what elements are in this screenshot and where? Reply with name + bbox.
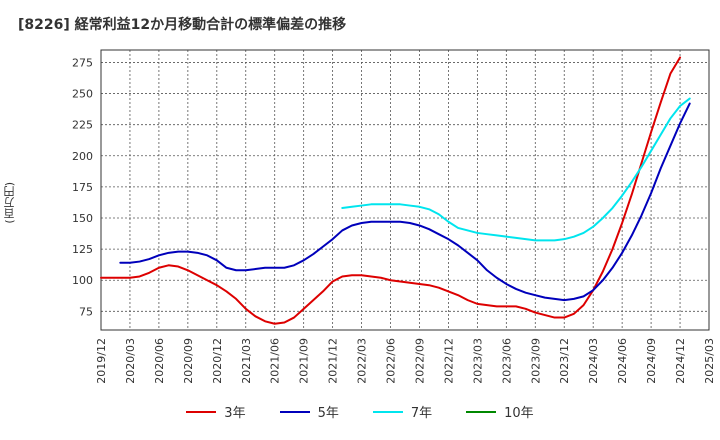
x-tick-label: 2020/03 [124, 338, 137, 384]
legend-swatch [372, 410, 403, 413]
legend-swatch [279, 410, 310, 413]
x-tick-label: 2023/03 [471, 338, 484, 384]
series-line-3年 [100, 56, 682, 325]
y-tick-label: 175 [72, 181, 93, 194]
x-tick-label: 2020/12 [211, 338, 224, 384]
x-tick-label: 2021/06 [269, 338, 282, 384]
x-tick-label: 2021/09 [298, 338, 311, 384]
x-tick-label: 2022/09 [413, 338, 426, 384]
x-tick-label: 2020/06 [153, 338, 166, 384]
x-tick-label: 2022/06 [385, 338, 398, 384]
x-tick-label: 2023/12 [558, 338, 571, 384]
legend-label: 5年 [317, 406, 339, 421]
y-tick-label: 275 [72, 56, 93, 69]
x-tick-label: 2024/12 [674, 338, 687, 384]
y-tick-label: 225 [72, 119, 93, 132]
plot-area [101, 50, 709, 330]
chart-legend: 3年 5年 7年 10年 [0, 402, 720, 421]
legend-label: 10年 [504, 406, 534, 421]
series-line-7年 [341, 97, 691, 242]
y-tick-label: 200 [72, 150, 93, 163]
y-tick-label: 150 [72, 212, 93, 225]
series-line-5年 [119, 102, 691, 302]
y-tick-label: 125 [72, 243, 93, 256]
y-tick-label: 250 [72, 88, 93, 101]
x-tick-label: 2022/12 [442, 338, 455, 384]
y-tick-label: 100 [72, 274, 93, 287]
x-tick-label: 2024/09 [645, 338, 658, 384]
x-tick-label: 2023/06 [500, 338, 513, 384]
legend-item: 7年 [372, 402, 433, 421]
y-tick-label: 75 [79, 305, 93, 318]
legend-label: 3年 [224, 406, 246, 421]
legend-item: 10年 [466, 402, 534, 421]
x-tick-label: 2021/12 [327, 338, 340, 384]
x-tick-label: 2024/03 [587, 338, 600, 384]
x-tick-label: 2021/03 [240, 338, 253, 384]
plot-frame [100, 49, 710, 331]
legend-item: 3年 [186, 402, 246, 421]
x-tick-label: 2025/03 [703, 338, 716, 384]
x-tick-label: 2020/09 [182, 338, 195, 384]
legend-swatch [186, 410, 217, 413]
x-tick-label: 2022/03 [356, 338, 369, 384]
chart-title: [8226] 経常利益12か月移動合計の標準偏差の推移 [18, 17, 347, 33]
x-tick-label: 2024/06 [616, 338, 629, 384]
x-tick-label: 2023/09 [529, 338, 542, 384]
x-tick-label: 2019/12 [95, 338, 108, 384]
legend-label: 7年 [410, 406, 433, 421]
legend-swatch [466, 410, 497, 413]
legend-item: 5年 [279, 402, 339, 421]
